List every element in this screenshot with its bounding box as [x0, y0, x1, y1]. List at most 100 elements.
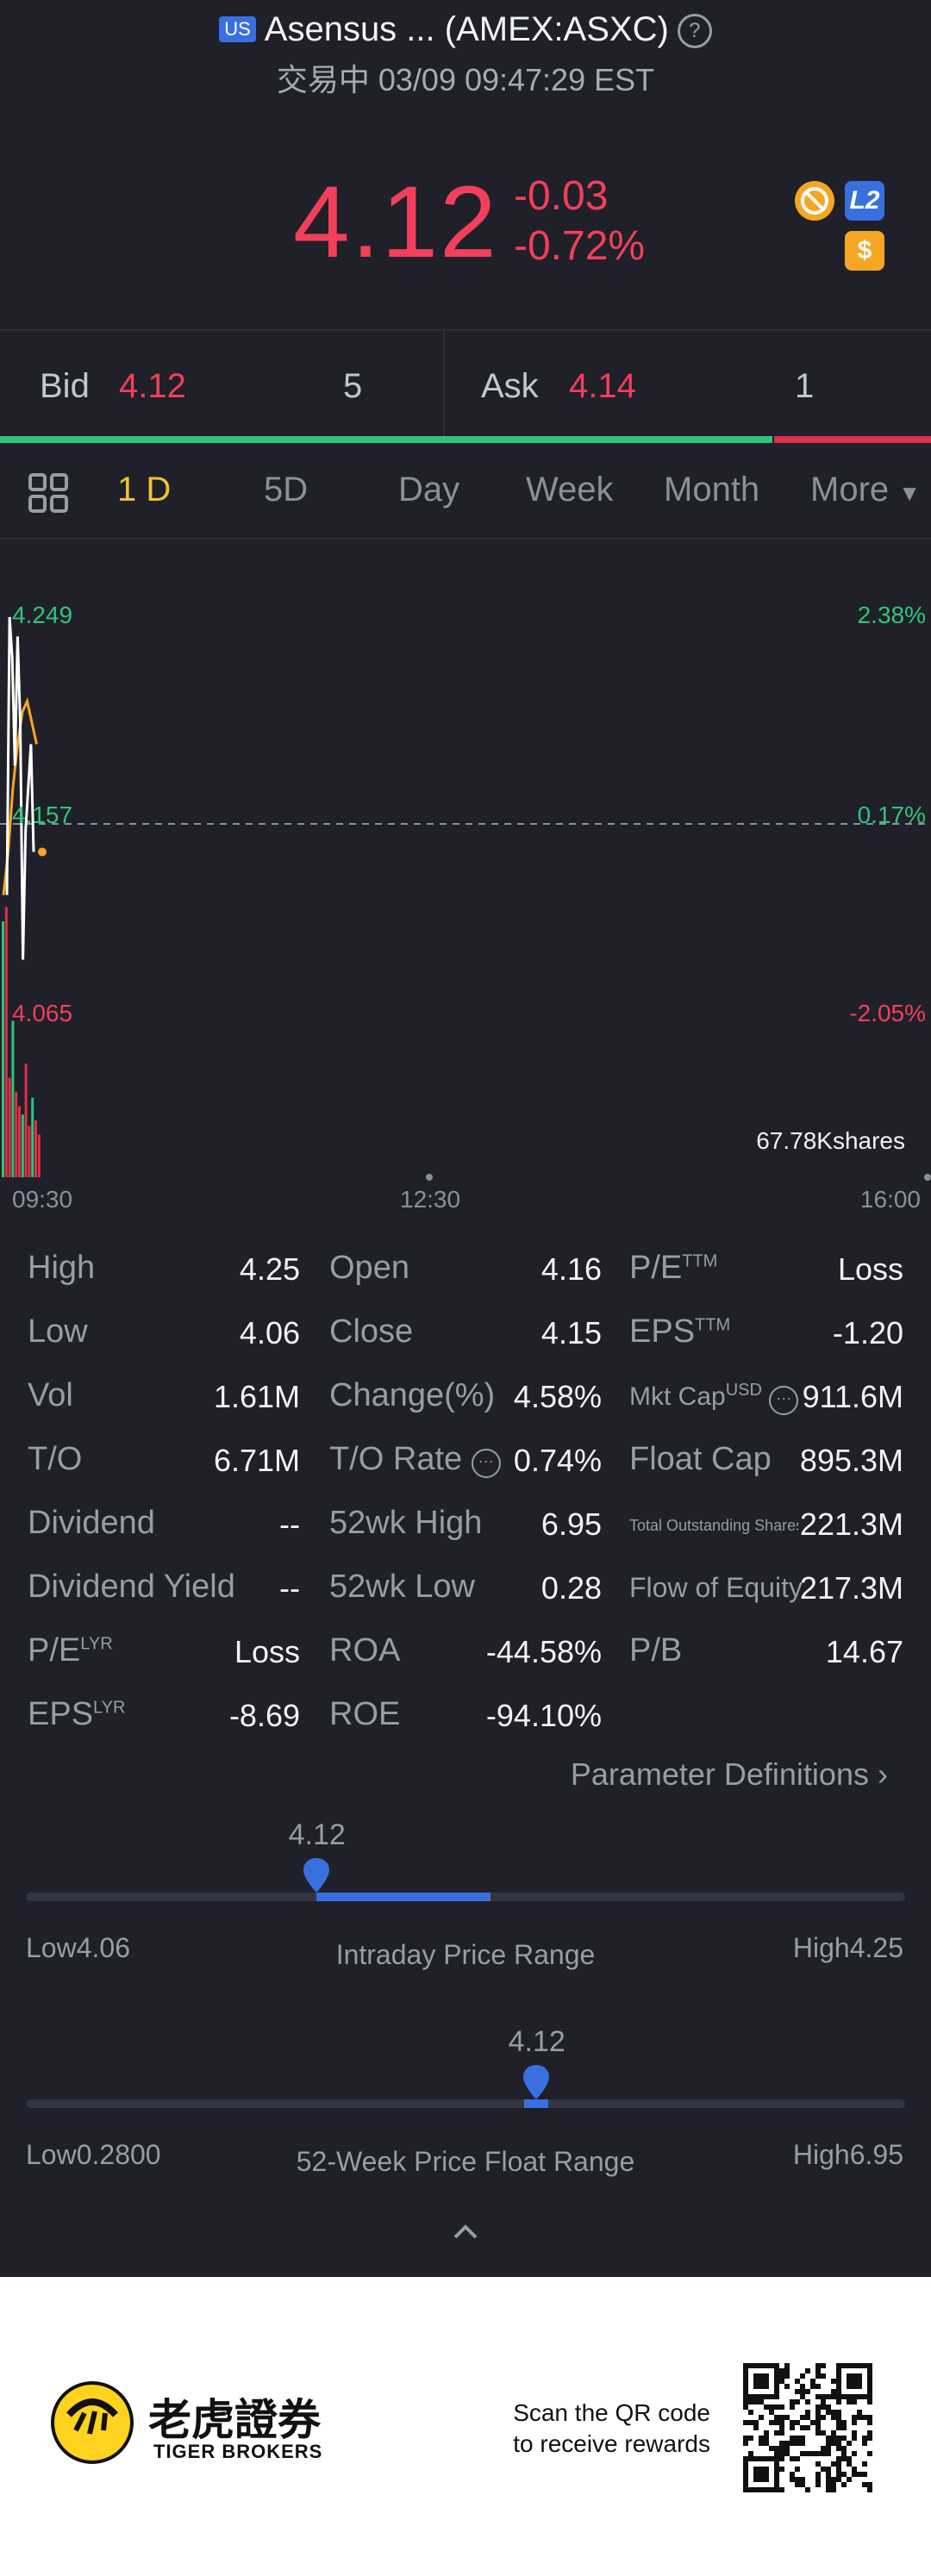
y-tick-high: 4.249	[12, 602, 73, 628]
scan-text: Scan the QR code to receive rewards	[513, 2398, 710, 2460]
stat-label-52wk-high: 52wk High	[329, 1505, 483, 1541]
week52-title: 52-Week Price Float Range	[296, 2146, 635, 2177]
stat-label-open: Open	[329, 1250, 409, 1286]
chevron-down-icon: ▼	[898, 480, 921, 506]
tab-5d[interactable]: 5D	[264, 471, 309, 508]
volume-bar	[28, 1126, 31, 1177]
intraday-chart[interactable]: 4.249 4.157 4.065 2.38% 0.17% -2.05% 67.…	[0, 538, 931, 1213]
price-change-pct: -0.72%	[514, 223, 646, 269]
volume-bar	[15, 1092, 18, 1177]
collapse-chevron-up-icon[interactable]	[448, 2220, 483, 2245]
stat-label-mkt-cap: Mkt CapUSD ···	[629, 1381, 799, 1415]
bid-ask-panel: Bid 4.12 5 Ask 4.14 1	[0, 329, 931, 438]
level2-badge-icon[interactable]: L2	[845, 181, 884, 221]
volume-bar	[31, 1097, 34, 1177]
chart-canvas	[0, 616, 931, 1181]
stat-value-pb: 14.67	[825, 1634, 903, 1669]
parameter-definitions-label: Parameter Definitions	[570, 1756, 869, 1792]
ask-price[interactable]: 4.14	[569, 367, 636, 405]
tab-month[interactable]: Month	[664, 471, 760, 508]
no-short-icon[interactable]	[795, 181, 834, 221]
intraday-high-value: 4.25	[849, 1932, 903, 1963]
stat-label-vol: Vol	[28, 1377, 73, 1413]
week52-high-value: 6.95	[849, 2139, 903, 2170]
stat-value-flow-of-equity: 217.3M	[799, 1570, 903, 1606]
intraday-high-label: High	[792, 1932, 850, 1963]
brand-name-en: TIGER BROKERS	[153, 2441, 323, 2462]
stat-label-eps-ttm-sup: TTM	[695, 1315, 731, 1335]
midday-marker	[426, 1174, 433, 1181]
volume-bar	[21, 1114, 24, 1177]
stock-title: US Asensus ... (AMEX:ASXC)?	[0, 10, 931, 49]
market-badge: US	[219, 16, 256, 42]
stat-value-low: 4.06	[239, 1315, 300, 1350]
stat-label-float-cap: Float Cap	[629, 1441, 772, 1477]
parameter-definitions-link[interactable]: Parameter Definitions ›	[571, 1756, 888, 1793]
week52-current-label: 4.12	[508, 2025, 565, 2058]
period-tabs: 1 D 5D Day Week Month More ▼	[0, 445, 931, 540]
more-info-icon[interactable]: ···	[769, 1386, 799, 1415]
intraday-fill	[316, 1893, 490, 1901]
intraday-range: 4.12 Low4.06 Intraday Price Range High4.…	[0, 1818, 931, 1974]
stat-value-total-shares: 221.3M	[799, 1506, 903, 1542]
stat-label-52wk-low: 52wk Low	[329, 1569, 475, 1605]
intraday-current-label: 4.12	[288, 1818, 346, 1851]
more-info-icon[interactable]: ···	[471, 1449, 501, 1478]
intraday-low: Low4.06	[26, 1932, 130, 1964]
volume-bar	[4, 907, 8, 1177]
bid-qty: 5	[343, 367, 363, 405]
stat-label-pe-lyr: P/ELYR	[28, 1632, 113, 1669]
bid-price[interactable]: 4.12	[119, 367, 186, 405]
layout-grid-icon[interactable]	[28, 472, 69, 518]
bid-ratio-fill	[0, 436, 773, 443]
week52-low-value: 0.2800	[76, 2139, 161, 2170]
intraday-high: High4.25	[793, 1932, 903, 1964]
y-pct-high: 2.38%	[857, 602, 926, 628]
stat-value-change: 4.58%	[513, 1379, 602, 1414]
tab-more[interactable]: More ▼	[810, 471, 921, 509]
stat-label-flow-of-equity: Flow of Equity	[629, 1572, 803, 1603]
stat-label-eps-lyr: EPSLYR	[28, 1696, 125, 1733]
help-icon[interactable]: ?	[677, 14, 712, 48]
tab-week[interactable]: Week	[526, 471, 614, 508]
scan-line-2: to receive rewards	[513, 2430, 710, 2457]
intraday-low-label: Low	[26, 1932, 77, 1963]
bid-ask-ratio-bar	[0, 436, 931, 443]
intraday-title: Intraday Price Range	[335, 1939, 596, 1970]
dollar-badge-icon[interactable]: $	[845, 231, 884, 271]
stat-value-roa: -44.58%	[485, 1634, 602, 1669]
stat-value-roe: -94.10%	[485, 1698, 602, 1733]
stat-label-pe-ttm-sup: TTM	[682, 1251, 718, 1271]
ask-ratio-fill	[774, 436, 931, 443]
stat-label-mkt-cap-text: Mkt Cap	[629, 1382, 726, 1411]
stat-label-turnover-rate: T/O Rate ···	[329, 1441, 501, 1478]
volume-bar	[34, 1120, 37, 1177]
y-pct-low: -2.05%	[849, 1000, 926, 1026]
volume-bar	[24, 1063, 28, 1177]
week52-track	[26, 2099, 905, 2108]
qr-code-icon[interactable]	[743, 2363, 872, 2492]
volume-bar	[8, 1077, 11, 1177]
stat-label-total-shares: Total Outstanding Shares	[629, 1517, 798, 1534]
trading-status: 交易中 03/09 09:47:29 EST	[276, 62, 655, 97]
close-marker	[924, 1174, 931, 1181]
stat-label-eps-lyr-sup: LYR	[93, 1698, 126, 1718]
stat-label-pe-ttm-text: P/E	[629, 1250, 683, 1286]
tab-day[interactable]: Day	[398, 471, 460, 508]
stat-label-pb: P/B	[629, 1632, 683, 1668]
stat-label-high: High	[28, 1250, 96, 1286]
x-tick-open: 09:30	[12, 1186, 73, 1213]
volume-label: 67.78Kshares	[756, 1127, 905, 1154]
stat-value-vol: 1.61M	[213, 1379, 300, 1414]
brand-name-cn: 老虎證券	[148, 2396, 321, 2444]
week52-high: High6.95	[793, 2139, 903, 2171]
tab-1d[interactable]: 1 D	[117, 471, 172, 508]
stat-value-turnover-rate: 0.74%	[513, 1443, 602, 1478]
price-change: -0.03	[514, 173, 609, 219]
bid-label: Bid	[40, 367, 90, 405]
tiger-logo-icon	[50, 2380, 134, 2469]
last-price: 4.12	[293, 165, 498, 279]
stat-value-pe-ttm: Loss	[837, 1251, 903, 1287]
week52-low-label: Low	[26, 2139, 77, 2170]
stat-value-turnover: 6.71M	[213, 1443, 300, 1478]
